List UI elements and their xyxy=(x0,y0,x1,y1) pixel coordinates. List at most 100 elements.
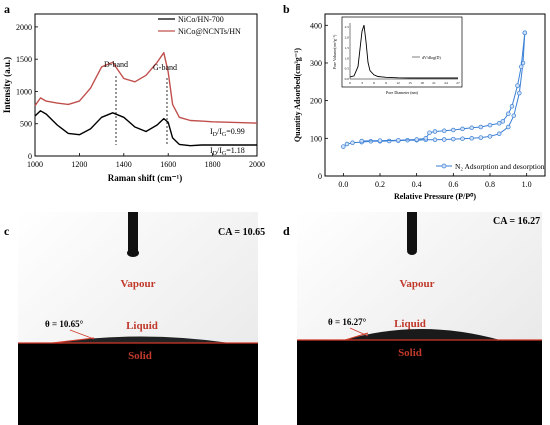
photo-c-tangent xyxy=(51,337,95,344)
panel-a-label: a xyxy=(4,2,10,16)
photo-c-solid: Solid xyxy=(128,350,152,362)
chart-a-series-line-1 xyxy=(34,52,258,124)
inset-xtick-label: 0 xyxy=(349,81,351,85)
chart-b-ytick-label: 300 xyxy=(310,59,322,68)
inset-xtick-label: 15 xyxy=(408,81,412,85)
inset-legend-label: dV/dlog(D) xyxy=(422,55,441,60)
photo-c-substrate xyxy=(18,343,258,425)
chart-b-point xyxy=(341,144,346,149)
photo-c-drop-tip xyxy=(127,249,139,257)
inset-xtick-label: 24 xyxy=(444,81,448,85)
chart-a-xtick-label: 1600 xyxy=(160,160,176,169)
chart-b-point xyxy=(350,140,355,146)
chart-a-legend: NiCo/HN-700 NiCo@NCNTs/HN xyxy=(158,15,241,36)
chart-b-xtick-label: 0.8 xyxy=(485,180,495,189)
inset-ytick-label: 0.0 xyxy=(345,77,350,81)
chart-b-inset: 0 3 6 9 12 15 18 21 24 27 0.0 0.5 1.0 1.5 2.0 2.5 xyxy=(345,23,460,85)
photo-d-droplet xyxy=(345,329,500,340)
chart-a: 0 500 1000 1500 2000 1000 1200 1400 1600 1800 200… xyxy=(2,13,265,183)
inset-ytick-label: 0.5 xyxy=(345,67,350,71)
inset-ytick-label: 2.5 xyxy=(345,25,350,29)
chart-b-point xyxy=(469,125,474,131)
chart-b-point xyxy=(496,121,502,126)
chart-b-x-axis: 0.0 0.2 0.4 0.6 0.8 1.0 xyxy=(338,173,532,189)
chart-b-point xyxy=(506,111,511,117)
chart-b: 0 100 200 300 400 0.0 0.2 0.4 0.6 0.8 1.0 Relativ… xyxy=(293,13,546,201)
chart-b-point xyxy=(386,138,392,144)
inset-xtick-label: 3 xyxy=(361,81,363,85)
g-band-label: G-band xyxy=(153,63,177,72)
chart-a-x-axis: 1000 1200 1400 1600 1800 2000 xyxy=(27,153,265,169)
panel-c-label: c xyxy=(4,224,10,238)
photo-d-drop-tip xyxy=(407,247,417,255)
chart-b-point xyxy=(451,136,456,142)
chart-b-ytick-label: 0 xyxy=(318,172,322,181)
inset-xtick-label: 21 xyxy=(432,81,436,85)
chart-a-ylabel: Intensity (a.u.) xyxy=(2,57,12,113)
chart-b-ytick-label: 200 xyxy=(310,97,322,106)
chart-a-xtick-label: 1000 xyxy=(27,160,43,169)
chart-b-xtick-label: 0.2 xyxy=(375,180,385,189)
photo-d-ca: CA = 16.27 xyxy=(493,216,540,227)
chart-b-legend-marker xyxy=(441,163,447,169)
ratio-label-2: ID/IG=1.18 xyxy=(210,146,245,157)
chart-b-point xyxy=(344,141,350,147)
photo-c: c CA = 10.65 Vapour Liquid Solid θ = 10.… xyxy=(4,212,265,425)
photo-c-angle-pointer xyxy=(69,329,95,340)
chart-b-point xyxy=(487,122,493,128)
photo-c-theta: θ = 10.65° xyxy=(45,319,84,329)
inset-ytick-label: 2.0 xyxy=(345,36,350,40)
chart-a-ytick-label: 0 xyxy=(28,152,32,161)
photo-d-solid: Solid xyxy=(398,347,422,359)
photo-d-needle xyxy=(407,212,417,250)
inset-ylabel: Pore Volume(cm³g⁻¹) xyxy=(332,34,337,69)
chart-b-point xyxy=(451,127,456,133)
chart-b-point xyxy=(478,135,484,140)
panel-d-label: d xyxy=(283,224,290,238)
chart-b-point xyxy=(478,124,484,130)
chart-b-ylabel: Quantity Adsorbed(cm³g⁻¹) xyxy=(293,48,302,142)
chart-b-point xyxy=(506,124,511,130)
inset-xlabel: Pore Diameter (nm) xyxy=(386,90,419,95)
chart-b-point xyxy=(423,136,429,141)
chart-b-point xyxy=(522,30,528,36)
chart-b-ytick-label: 100 xyxy=(310,134,322,143)
photo-d-theta: θ = 16.27° xyxy=(328,317,367,327)
d-band-label: D-band xyxy=(104,60,128,69)
photo-d-substrate xyxy=(297,340,542,425)
photo-c-droplet xyxy=(52,336,230,343)
photo-d-angle-pointer xyxy=(349,327,369,337)
chart-b-point xyxy=(441,128,447,134)
chart-b-point xyxy=(460,136,465,141)
inset-xtick-label: 27 xyxy=(456,81,460,85)
chart-a-frame xyxy=(34,13,258,157)
inset-series-line xyxy=(349,24,458,79)
ratio-label-1: ID/IG=0.99 xyxy=(210,127,245,138)
chart-a-ytick-label: 1000 xyxy=(16,87,32,96)
chart-b-point xyxy=(487,134,493,139)
inset-ytick-label: 1.5 xyxy=(345,46,350,50)
chart-a-series-line-0 xyxy=(34,110,257,147)
chart-a-ytick-label: 2000 xyxy=(16,23,32,32)
chart-a-ytick-label: 500 xyxy=(20,120,32,129)
inset-ytick-label: 1.0 xyxy=(345,56,350,60)
chart-a-series xyxy=(34,52,258,147)
chart-b-point xyxy=(432,137,438,143)
chart-b-point xyxy=(500,119,506,124)
chart-b-ytick-label: 400 xyxy=(310,21,322,30)
chart-b-point xyxy=(496,131,502,137)
photo-d-liquid: Liquid xyxy=(394,318,426,330)
panel-b-label: b xyxy=(283,2,290,16)
chart-a-xtick-label: 2000 xyxy=(249,160,265,169)
chart-b-legend-label: N₂ Adsorption and desorption xyxy=(455,162,545,171)
photo-c-vapour: Vapour xyxy=(120,278,155,290)
chart-b-y-axis: 0 100 200 300 400 xyxy=(310,21,328,181)
legend-label-nico-ncnts: NiCo@NCNTs/HN xyxy=(178,27,241,36)
chart-b-xtick-label: 0.0 xyxy=(338,180,348,189)
inset-xtick-label: 9 xyxy=(385,81,387,85)
chart-a-xtick-label: 1200 xyxy=(71,160,87,169)
chart-b-point xyxy=(377,138,383,143)
chart-a-y-axis: 0 500 1000 1500 2000 xyxy=(16,23,38,161)
chart-b-point xyxy=(518,64,524,69)
chart-b-point xyxy=(441,137,447,142)
